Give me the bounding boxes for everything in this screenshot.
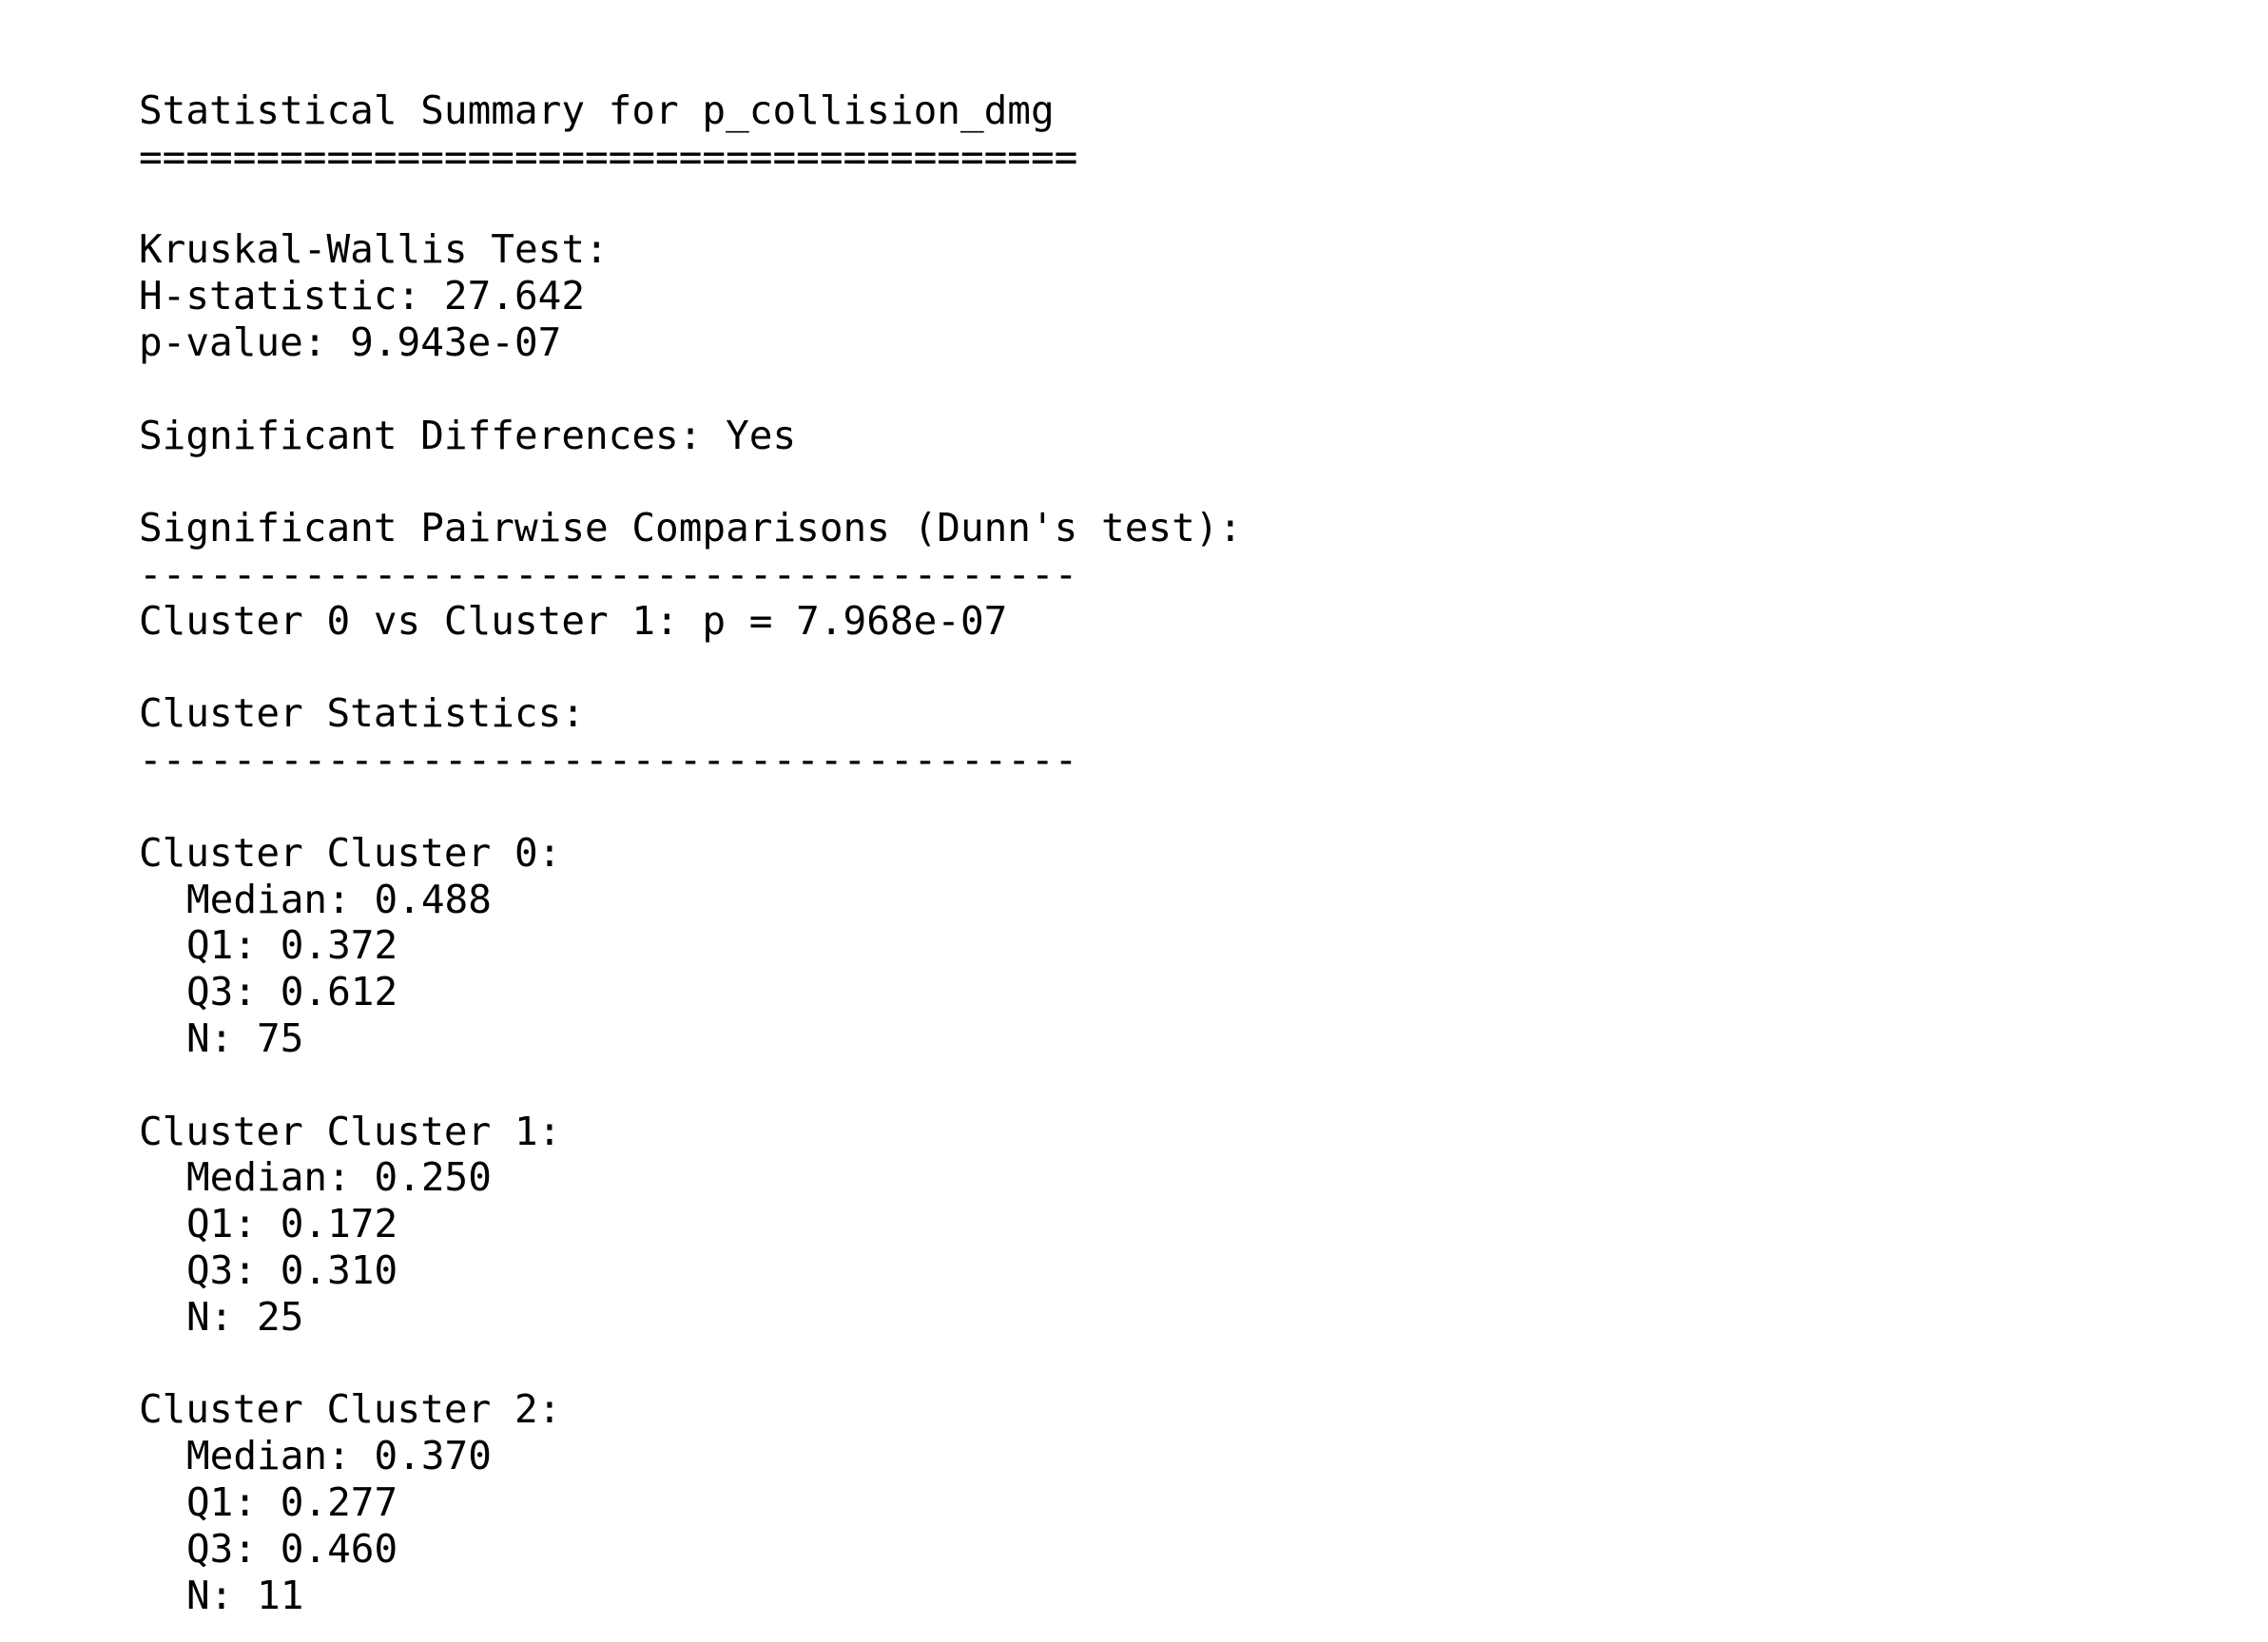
cluster-block-0: Cluster Cluster 0: Median: 0.488 Q1: 0.3… bbox=[139, 830, 1242, 1062]
h-statistic: H-statistic: 27.642 bbox=[139, 273, 585, 319]
kruskal-heading: Kruskal-Wallis Test: bbox=[139, 226, 609, 273]
cluster-block-2: Cluster Cluster 2: Median: 0.370 Q1: 0.2… bbox=[139, 1386, 1242, 1618]
cluster-n: N: 75 bbox=[186, 1014, 304, 1061]
cluster-q3: Q3: 0.612 bbox=[186, 969, 398, 1015]
spacer bbox=[139, 366, 1242, 413]
p-value: p-value: 9.943e-07 bbox=[139, 319, 562, 365]
cluster-label: Cluster Cluster 2: bbox=[139, 1386, 562, 1433]
cluster-q3: Q3: 0.460 bbox=[186, 1525, 398, 1572]
spacer bbox=[139, 1062, 1242, 1109]
cluster-n: N: 11 bbox=[186, 1572, 304, 1618]
spacer bbox=[139, 1341, 1242, 1387]
cluster-stats-rule: ---------------------------------------- bbox=[139, 737, 1078, 783]
pairwise-comparison: Cluster 0 vs Cluster 1: p = 7.968e-07 bbox=[139, 597, 1008, 644]
cluster-median: Median: 0.250 bbox=[186, 1154, 492, 1201]
cluster-q1: Q1: 0.372 bbox=[186, 922, 398, 969]
cluster-label: Cluster Cluster 0: bbox=[139, 829, 562, 876]
pairwise-heading: Significant Pairwise Comparisons (Dunn's… bbox=[139, 505, 1243, 551]
spacer bbox=[139, 181, 1242, 227]
report-title: Statistical Summary for p_collision_dmg bbox=[139, 87, 1055, 133]
spacer bbox=[139, 783, 1242, 830]
cluster-q1: Q1: 0.277 bbox=[186, 1478, 398, 1525]
cluster-n: N: 25 bbox=[186, 1293, 304, 1340]
significant-differences: Significant Differences: Yes bbox=[139, 412, 797, 458]
cluster-median: Median: 0.488 bbox=[186, 876, 492, 922]
cluster-stats-heading: Cluster Statistics: bbox=[139, 690, 585, 737]
statistical-report: Statistical Summary for p_collision_dmg … bbox=[139, 87, 1242, 1618]
pairwise-rule: ---------------------------------------- bbox=[139, 551, 1078, 597]
spacer bbox=[139, 458, 1242, 505]
cluster-median: Median: 0.370 bbox=[186, 1433, 492, 1479]
cluster-block-1: Cluster Cluster 1: Median: 0.250 Q1: 0.1… bbox=[139, 1109, 1242, 1341]
title-rule: ======================================== bbox=[139, 133, 1078, 180]
cluster-q1: Q1: 0.172 bbox=[186, 1201, 398, 1247]
spacer bbox=[139, 645, 1242, 691]
cluster-label: Cluster Cluster 1: bbox=[139, 1108, 562, 1154]
cluster-q3: Q3: 0.310 bbox=[186, 1246, 398, 1293]
